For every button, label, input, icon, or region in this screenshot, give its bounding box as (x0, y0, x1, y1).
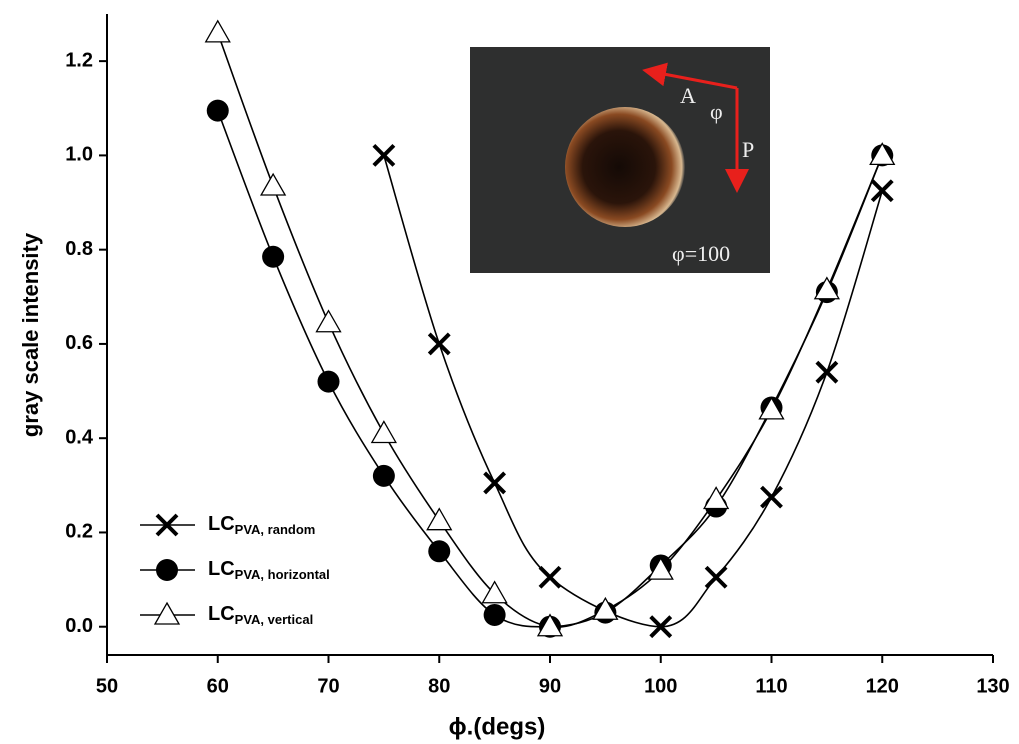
marker-triangle (704, 487, 728, 508)
marker-circle (207, 100, 229, 122)
marker-x (817, 362, 837, 382)
x-tick-label: 110 (755, 675, 787, 697)
x-tick-label: 130 (976, 675, 1009, 697)
marker-x (706, 567, 726, 587)
chart: A φ P φ=100 ϕ.(degs) gray scale intensit… (0, 0, 1019, 744)
y-tick-label: 1.2 (65, 49, 93, 71)
marker-triangle (261, 174, 285, 195)
x-tick-label: 70 (317, 675, 339, 697)
legend-subscript: PVA, horizontal (235, 567, 330, 582)
inset-label: φ (710, 99, 723, 124)
legend-label: LCPVA, random (208, 513, 315, 537)
legend-marker (155, 603, 179, 624)
x-tick-label: 90 (539, 675, 561, 697)
marker-triangle (427, 509, 451, 530)
legend-name: LC (208, 513, 235, 535)
marker-x (762, 487, 782, 507)
x-tick-label: 100 (644, 675, 677, 697)
marker-circle (262, 246, 284, 268)
y-tick-label: 1.0 (65, 144, 93, 166)
legend-name: LC (208, 558, 235, 580)
x-tick-label: 60 (207, 675, 229, 697)
legend-marker (156, 559, 178, 581)
y-tick-label: 0.6 (65, 332, 93, 354)
inset-label: P (742, 137, 754, 162)
marker-circle (484, 604, 506, 626)
inset-label: A (680, 83, 696, 108)
y-tick-label: 0.8 (65, 238, 93, 260)
inset-image: A φ P φ=100 (470, 47, 770, 273)
legend-label: LCPVA, horizontal (208, 558, 330, 582)
legend-name: LC (208, 603, 235, 625)
y-tick-label: 0.0 (65, 615, 93, 637)
marker-circle (373, 465, 395, 487)
y-tick-label: 0.4 (65, 426, 94, 448)
marker-x (429, 334, 449, 354)
marker-triangle (372, 421, 396, 442)
marker-x (374, 145, 394, 165)
legend-subscript: PVA, vertical (235, 612, 314, 627)
x-axis-title: ϕ.(degs) (449, 713, 546, 740)
marker-triangle (317, 311, 341, 332)
y-axis-title: gray scale intensity (18, 232, 43, 437)
marker-triangle (206, 21, 230, 42)
legend-subscript: PVA, random (235, 522, 316, 537)
y-tick-label: 0.2 (65, 521, 93, 543)
x-tick-label: 120 (866, 675, 899, 697)
marker-circle (428, 540, 450, 562)
x-tick-label: 80 (428, 675, 450, 697)
legend-label: LCPVA, vertical (208, 603, 313, 627)
inset-label: φ=100 (672, 241, 730, 266)
x-tick-label: 50 (96, 675, 118, 697)
marker-circle (318, 371, 340, 393)
marker-x (872, 181, 892, 201)
marker-x (540, 567, 560, 587)
marker-x (485, 473, 505, 493)
